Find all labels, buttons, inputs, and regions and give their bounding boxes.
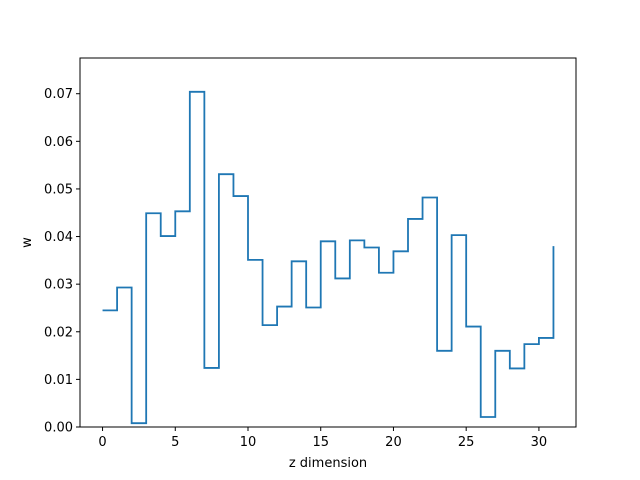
y-tick-label: 0.01: [44, 373, 73, 388]
x-tick-label: 20: [385, 435, 402, 450]
x-tick-label: 30: [531, 435, 548, 450]
y-tick-label: 0.07: [44, 87, 73, 102]
x-tick-label: 15: [312, 435, 329, 450]
y-axis: 0.00 0.01 0.02 0.03 0.04 0.05 0.06 0.07: [44, 87, 80, 436]
x-tick-label: 0: [98, 435, 106, 450]
y-tick-label: 0.06: [44, 135, 73, 150]
plot-background: [80, 58, 576, 427]
x-axis: 0 5 10 15 20 25 30: [98, 427, 547, 450]
series-line-0: [102, 90, 555, 425]
y-axis-label: w: [20, 237, 35, 248]
series-layer: [102, 90, 555, 425]
y-tick-label: 0.02: [44, 325, 73, 340]
x-tick-label: 25: [458, 435, 475, 450]
plot-frame: [79, 57, 577, 428]
x-tick-label: 10: [240, 435, 257, 450]
x-tick-label: 5: [171, 435, 179, 450]
y-tick-label: 0.00: [44, 421, 73, 436]
y-tick-label: 0.05: [44, 182, 73, 197]
y-tick-label: 0.03: [44, 278, 73, 293]
y-tick-label: 0.04: [44, 230, 73, 245]
x-axis-label: z dimension: [289, 456, 367, 471]
